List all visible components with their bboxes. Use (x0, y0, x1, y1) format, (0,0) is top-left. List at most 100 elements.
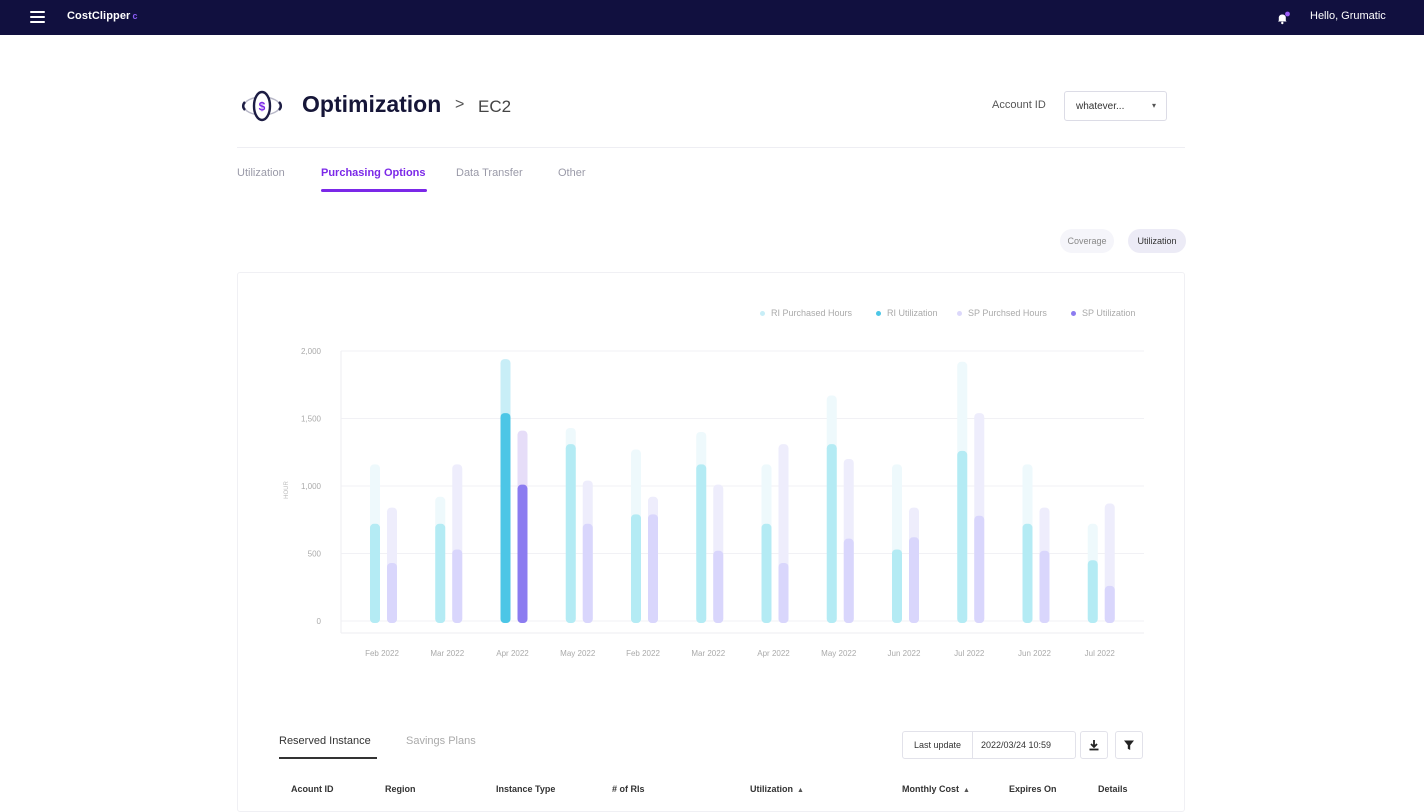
bar-sp-utilization (778, 562, 789, 623)
legend-item[interactable]: RI Utilization (876, 308, 938, 318)
bar-sp-utilization (582, 523, 593, 623)
active-table-tab-indicator (279, 757, 377, 759)
x-tick-label: Apr 2022 (496, 649, 529, 658)
tab-data-transfer[interactable]: Data Transfer (456, 167, 523, 179)
column-header-monthly-cost[interactable]: Monthly Cost ▲ (902, 784, 970, 794)
x-tick-label: Jul 2022 (954, 649, 985, 658)
user-greeting[interactable]: Hello, Grumatic (1310, 10, 1386, 22)
column-header-utilization[interactable]: Utilization ▲ (750, 784, 804, 794)
column-header-details[interactable]: Details (1098, 784, 1128, 794)
bar-sp-utilization (843, 538, 854, 623)
last-update-value: 2022/03/24 10:59 (981, 740, 1052, 750)
hamburger-menu-icon[interactable] (30, 11, 45, 23)
legend-dot-icon (760, 310, 765, 316)
bar-ri-utilization (1087, 560, 1098, 623)
bar-sp-utilization (974, 515, 985, 623)
bar-sp-utilization (713, 550, 724, 623)
bar-sp-utilization (648, 514, 658, 623)
bar-ri-utilization (761, 523, 772, 623)
account-id-value: whatever... (1076, 100, 1125, 112)
bar-sp-utilization (452, 549, 463, 623)
filter-icon (1124, 740, 1134, 750)
x-tick-label: May 2022 (560, 649, 596, 658)
legend-dot-icon (876, 310, 881, 316)
x-tick-label: Feb 2022 (626, 649, 660, 658)
bar-ri-utilization (826, 444, 837, 623)
bar-sp-utilization (909, 537, 919, 623)
y-tick-label: 500 (308, 550, 322, 559)
x-tick-label: Feb 2022 (365, 649, 399, 658)
chevron-down-icon: ▾ (1151, 101, 1156, 110)
y-axis-label: HOUR (284, 481, 290, 499)
utilization-toggle-button[interactable]: Utilization (1128, 229, 1186, 253)
x-tick-label: May 2022 (821, 649, 857, 658)
account-id-label: Account ID (992, 99, 1046, 111)
breadcrumb: EC2 (478, 97, 512, 116)
legend-item[interactable]: SP Purchsed Hours (957, 308, 1047, 318)
optimization-logo-icon: $ (242, 90, 282, 122)
bar-ri-utilization (1022, 523, 1033, 623)
bar-ri-utilization (500, 413, 511, 623)
x-tick-label: Jun 2022 (888, 649, 921, 658)
legend-item[interactable]: SP Utilization (1071, 308, 1135, 318)
column-header-expires-on[interactable]: Expires On (1009, 784, 1057, 794)
x-tick-label: Jun 2022 (1018, 649, 1051, 658)
last-update-label: Last update (903, 732, 973, 758)
tab-savings-plans[interactable]: Savings Plans (406, 735, 476, 747)
svg-text:$: $ (259, 100, 266, 114)
sort-icon: ▲ (797, 787, 804, 794)
y-tick-label: 0 (317, 617, 322, 626)
bar-sp-utilization (517, 484, 528, 623)
column-header-region[interactable]: Region (385, 784, 416, 794)
y-tick-label: 2,000 (301, 347, 322, 356)
brand-mark-icon: c (132, 11, 138, 21)
download-icon (1089, 740, 1099, 751)
legend-label: RI Purchased Hours (771, 308, 853, 318)
legend-item[interactable]: RI Purchased Hours (760, 308, 852, 318)
bar-ri-utilization (370, 523, 380, 623)
sort-icon: ▲ (963, 787, 970, 794)
column-header-label: Utilization (750, 784, 793, 794)
brand-logo[interactable]: CostClipper c (67, 10, 138, 22)
last-update-box: Last update 2022/03/24 10:59 (902, 731, 1076, 759)
active-tab-indicator (321, 189, 427, 192)
hours-bar-chart: 0 500 1,000 1,500 2,000 HOUR Feb 2022 Mar 2022 A… (284, 347, 1144, 658)
legend-label: SP Purchsed Hours (968, 308, 1047, 318)
column-header-instance-type[interactable]: Instance Type (496, 784, 556, 794)
header-divider (237, 147, 1185, 148)
bar-sp-utilization (1039, 550, 1050, 623)
x-tick-label: Mar 2022 (691, 649, 725, 658)
y-tick-label: 1,000 (301, 482, 322, 491)
legend-dot-icon (1071, 310, 1076, 316)
y-tick-label: 1,500 (301, 415, 322, 424)
tab-reserved-instance[interactable]: Reserved Instance (279, 735, 371, 747)
legend-label: SP Utilization (1082, 308, 1136, 318)
x-tick-label: Jul 2022 (1085, 649, 1116, 658)
download-button[interactable] (1080, 731, 1108, 759)
bar-ri-utilization (892, 549, 902, 623)
tab-other[interactable]: Other (558, 167, 586, 179)
bar-sp-utilization (1104, 585, 1115, 623)
x-tick-label: Mar 2022 (430, 649, 464, 658)
x-tick-label: Apr 2022 (757, 649, 790, 658)
column-header-label: Monthly Cost (902, 784, 959, 794)
breadcrumb-chevron-icon: > (455, 96, 465, 113)
bar-ri-utilization (631, 514, 641, 623)
filter-button[interactable] (1115, 731, 1143, 759)
column-header-account-id[interactable]: Acount ID (291, 784, 334, 794)
tab-purchasing-options[interactable]: Purchasing Options (321, 167, 426, 179)
bar-ri-utilization (565, 444, 576, 623)
notification-bell-icon[interactable] (1276, 11, 1290, 25)
tab-utilization[interactable]: Utilization (237, 167, 285, 179)
bar-sp-utilization (387, 562, 397, 623)
legend-label: RI Utilization (887, 308, 938, 318)
bar-ri-utilization (696, 464, 707, 623)
bar-ri-utilization (957, 450, 968, 623)
coverage-toggle-button[interactable]: Coverage (1060, 229, 1114, 253)
account-id-select[interactable]: whatever... ▾ (1064, 91, 1167, 121)
column-header-num-ris[interactable]: # of RIs (612, 784, 645, 794)
top-navbar: CostClipper c Hello, Grumatic (0, 0, 1424, 35)
bar-ri-utilization (435, 523, 446, 623)
legend-dot-icon (957, 310, 962, 316)
page-title: Optimization (302, 91, 442, 117)
